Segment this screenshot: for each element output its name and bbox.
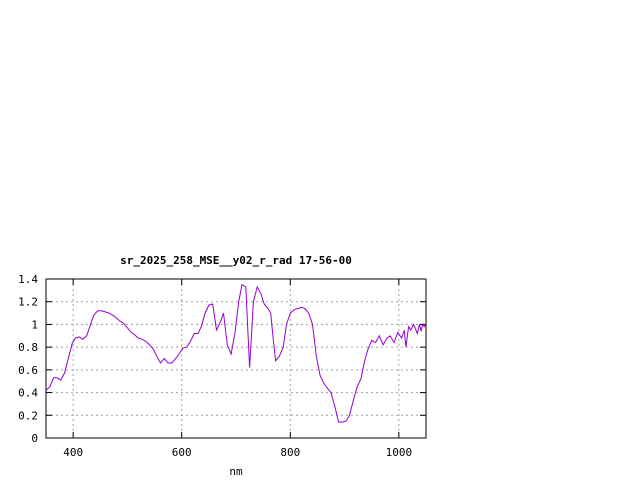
x-axis-label: nm: [229, 465, 243, 478]
y-tick-label: 1.4: [18, 273, 38, 286]
series-line: [46, 285, 426, 422]
y-tick-label: 1: [31, 318, 38, 331]
y-tick-label: 0.4: [18, 387, 38, 400]
x-tick-label: 800: [280, 446, 300, 459]
y-tick-label: 0.6: [18, 364, 38, 377]
y-tick-label: 1.2: [18, 296, 38, 309]
y-tick-label: 0: [31, 432, 38, 445]
x-tick-label: 600: [172, 446, 192, 459]
plot-frame: [46, 279, 426, 438]
chart-title: sr_2025_258_MSE__y02_r_rad 17-56-00: [120, 254, 352, 267]
x-tick-label: 1000: [386, 446, 413, 459]
ticks: [46, 279, 426, 438]
y-tick-label: 0.8: [18, 341, 38, 354]
y-tick-label: 0.2: [18, 409, 38, 422]
x-tick-label: 400: [63, 446, 83, 459]
grid: [46, 279, 426, 438]
tick-labels: 0 0.2 0.4 0.6 0.8 1 1.2 1.4 400 600 800 1000: [18, 273, 412, 459]
